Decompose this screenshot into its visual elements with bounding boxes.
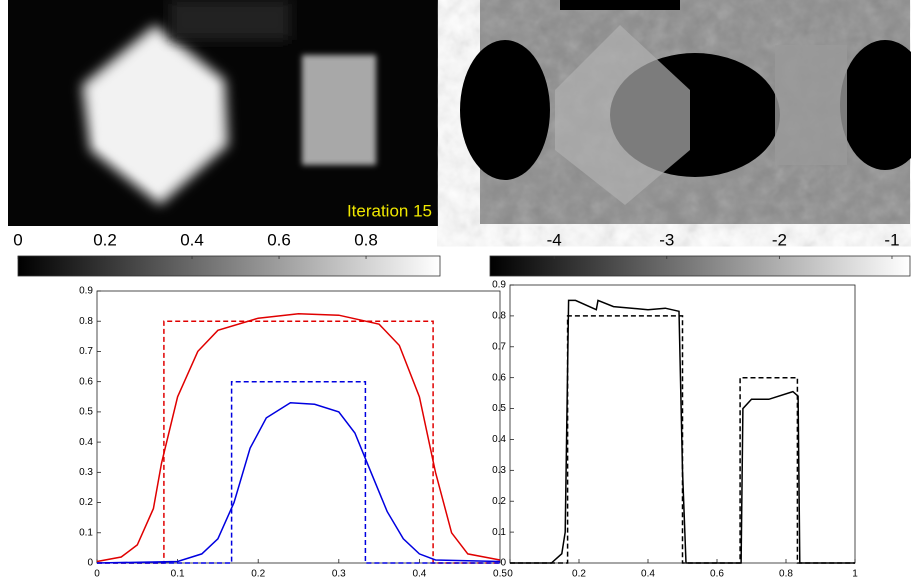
x-tick-label: 0 [507, 569, 513, 580]
colorbar [489, 255, 911, 277]
colorbar-tick-label: -1 [884, 230, 899, 249]
x-tick-label: 0.5 [493, 569, 507, 580]
colorbar-tick-label: 0.8 [354, 230, 378, 249]
y-tick-label: 0.9 [492, 280, 506, 291]
y-tick-label: 0.5 [79, 407, 93, 418]
y-tick-label: 0.6 [79, 376, 93, 387]
colorbar [17, 255, 441, 277]
y-tick-label: 0.1 [492, 527, 506, 538]
y-tick-label: 0.3 [492, 465, 506, 476]
x-tick-label: 0.4 [641, 569, 655, 580]
y-tick-label: 0.3 [79, 467, 93, 478]
y-tick-label: 0.7 [492, 341, 506, 352]
log-image [460, 0, 911, 224]
y-tick-label: 0.8 [79, 316, 93, 327]
x-tick-label: 0.1 [171, 569, 185, 580]
colorbar-tick-label: 0.2 [93, 230, 117, 249]
y-tick-label: 0.4 [79, 437, 93, 448]
dashed-line [97, 320, 500, 564]
x-tick-label: 1 [852, 569, 858, 580]
x-tick-label: 0.6 [710, 569, 724, 580]
y-tick-label: 0.4 [492, 434, 506, 445]
x-tick-label: 0.8 [779, 569, 793, 580]
density-image [8, 0, 438, 226]
colorbar-tick-label: -3 [659, 230, 674, 249]
line [96, 402, 501, 564]
dashed-line [97, 380, 500, 564]
line [96, 312, 501, 563]
y-tick-label: 0 [500, 558, 506, 569]
colorbar-tick-label: -4 [547, 230, 562, 249]
x-tick-label: 0 [94, 569, 100, 580]
y-tick-label: 0 [87, 558, 93, 569]
y-tick-label: 0.5 [492, 403, 506, 414]
y-tick-label: 0.1 [79, 527, 93, 538]
colorbar-tick-label: 0.4 [180, 230, 204, 249]
annotation: Iteration 15 [347, 201, 432, 220]
colorbar-tick-label: 0.6 [267, 230, 291, 249]
y-tick-label: 0.6 [492, 372, 506, 383]
y-tick-label: 0.9 [79, 286, 93, 297]
x-tick-label: 0.3 [332, 569, 346, 580]
x-tick-label: 0.2 [572, 569, 586, 580]
colorbar-tick-label: -2 [772, 230, 787, 249]
y-tick-label: 0.2 [492, 496, 506, 507]
colorbar-tick-label: 0 [13, 230, 22, 249]
plot-area [96, 290, 501, 564]
dashed-line [510, 315, 855, 564]
y-tick-label: 0.8 [492, 311, 506, 322]
x-tick-label: 0.2 [251, 569, 265, 580]
x-tick-label: 0.4 [412, 569, 426, 580]
y-tick-label: 0.2 [79, 497, 93, 508]
y-tick-label: 0.7 [79, 346, 93, 357]
